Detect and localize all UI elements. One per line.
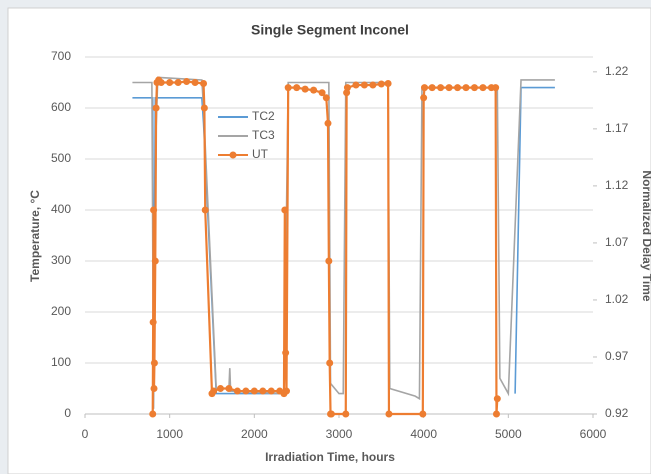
- y2-tick-label: 1.17: [605, 121, 629, 135]
- x-tick-label: 4000: [410, 427, 437, 441]
- series-marker: [318, 89, 326, 97]
- x-tick-label: 2000: [241, 427, 268, 441]
- series-marker: [200, 104, 208, 112]
- y2-axis-title: Normalized Delay Time: [640, 170, 651, 301]
- series-marker: [191, 79, 199, 86]
- y-tick-label: 0: [64, 406, 71, 420]
- series-marker: [216, 385, 224, 392]
- series-marker: [419, 410, 427, 418]
- series-marker: [385, 410, 393, 418]
- y2-tick-label: 1.12: [605, 178, 629, 192]
- chart-title: Single Segment Inconel: [251, 22, 409, 38]
- series-marker: [360, 81, 368, 89]
- series-marker: [343, 84, 351, 92]
- series-marker: [259, 387, 267, 395]
- series-marker: [324, 119, 332, 127]
- series-marker: [152, 104, 160, 112]
- series-marker: [283, 387, 291, 395]
- y-axis-title: Temperature, °C: [28, 190, 42, 282]
- series-marker: [284, 84, 292, 92]
- series-marker: [233, 387, 241, 395]
- series-marker: [282, 349, 290, 357]
- y-tick-label: 400: [51, 202, 71, 216]
- x-tick-label: 6000: [580, 427, 607, 441]
- series-marker: [149, 410, 157, 418]
- series-marker: [493, 395, 501, 403]
- series-marker: [150, 385, 158, 392]
- series-marker: [150, 359, 158, 367]
- series-marker: [437, 84, 445, 92]
- series-marker: [352, 81, 360, 89]
- series-marker: [250, 387, 258, 395]
- x-axis-title: Irradiation Time, hours: [265, 450, 395, 464]
- y-tick-label: 500: [51, 151, 71, 165]
- series-marker: [384, 80, 392, 88]
- y2-tick-label: 0.92: [605, 406, 629, 420]
- series-marker: [342, 410, 350, 418]
- legend-label: UT: [252, 147, 269, 161]
- series-marker: [310, 86, 318, 94]
- series-marker: [174, 79, 182, 86]
- y2-tick-label: 0.97: [605, 349, 629, 363]
- series-marker: [157, 79, 165, 86]
- series-marker: [301, 85, 309, 93]
- series-marker: [492, 410, 500, 418]
- x-tick-label: 1000: [156, 427, 183, 441]
- series-marker: [377, 80, 385, 88]
- series-marker: [150, 206, 158, 214]
- series-marker: [479, 84, 487, 92]
- series-marker: [325, 257, 333, 265]
- series-marker: [200, 80, 208, 88]
- series-marker: [445, 84, 453, 92]
- series-marker: [183, 77, 191, 85]
- x-tick-label: 5000: [495, 427, 522, 441]
- series-marker: [420, 94, 428, 102]
- series-marker: [210, 387, 218, 395]
- series-marker: [225, 385, 233, 392]
- series-marker: [327, 410, 335, 418]
- y2-tick-label: 1.07: [605, 235, 629, 249]
- legend-label: TC3: [252, 128, 275, 142]
- series-marker: [267, 387, 275, 395]
- series-marker: [421, 84, 429, 92]
- y-tick-label: 300: [51, 253, 71, 267]
- series-marker: [201, 206, 209, 214]
- x-tick-label: 0: [82, 427, 89, 441]
- series-marker: [454, 84, 462, 92]
- series-marker: [492, 84, 500, 92]
- y-tick-label: 200: [51, 304, 71, 318]
- series-marker: [293, 84, 301, 92]
- y-tick-label: 100: [51, 355, 71, 369]
- series-marker: [326, 359, 334, 367]
- series-marker: [428, 84, 436, 92]
- y-tick-label: 600: [51, 100, 71, 114]
- y-tick-label: 700: [51, 49, 71, 63]
- series-marker: [151, 257, 159, 265]
- series-marker: [322, 94, 330, 102]
- series-marker: [149, 318, 157, 326]
- series-marker: [462, 84, 470, 92]
- series-marker: [369, 81, 377, 89]
- series-marker: [470, 84, 478, 92]
- series-marker: [166, 79, 174, 86]
- x-tick-label: 3000: [326, 427, 353, 441]
- series-marker: [281, 206, 289, 214]
- y2-tick-label: 1.22: [605, 64, 629, 78]
- series-marker: [242, 387, 250, 395]
- legend-label: TC2: [252, 109, 275, 123]
- y2-tick-label: 1.02: [605, 292, 629, 306]
- legend-marker: [229, 151, 237, 159]
